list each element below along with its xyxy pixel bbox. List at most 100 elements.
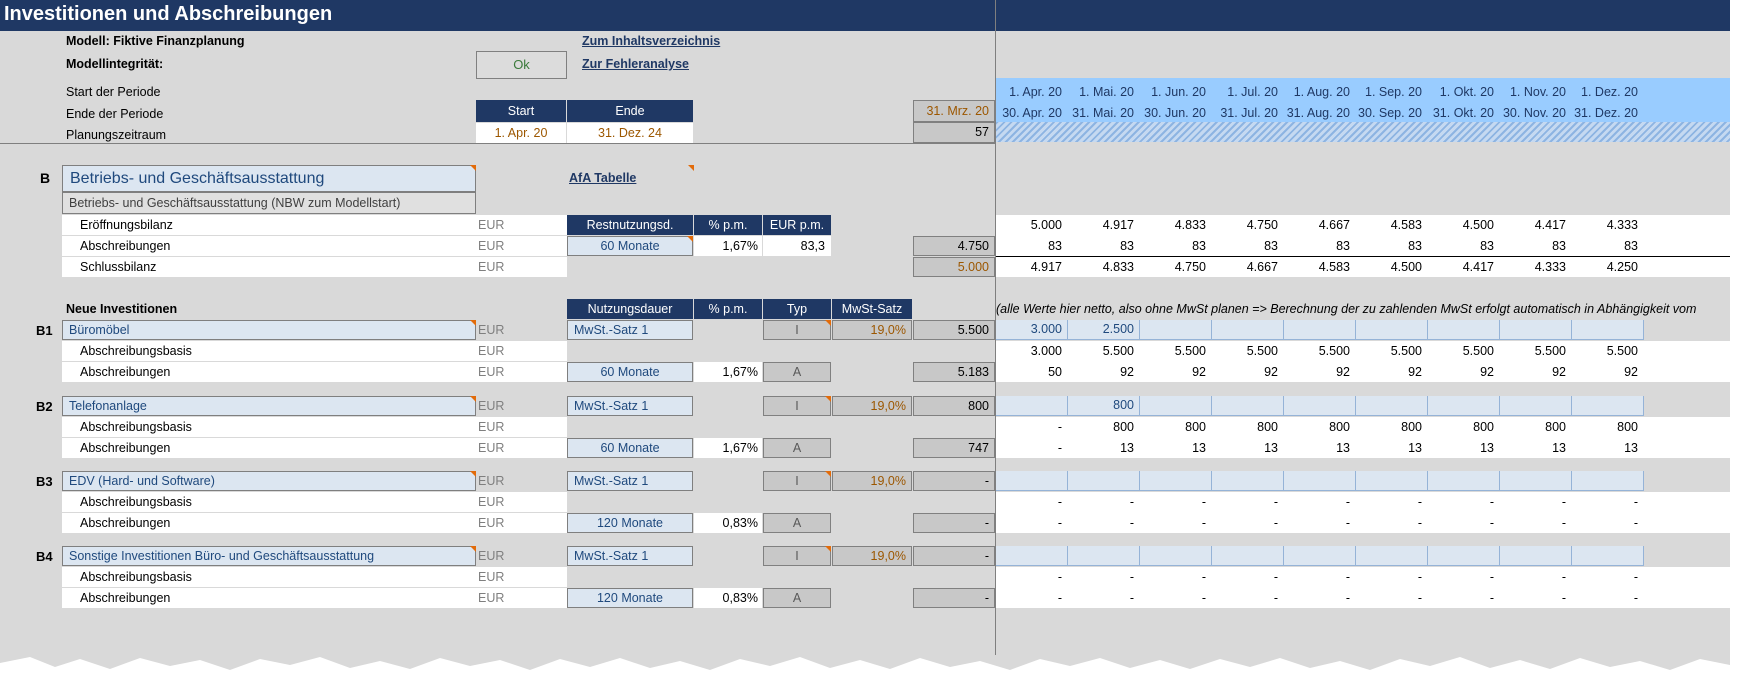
period-end-date: 30. Nov. 20: [1502, 106, 1566, 120]
input-cell[interactable]: [1068, 546, 1140, 566]
basis-value: 5.500: [1390, 344, 1422, 358]
input-cell[interactable]: [1572, 320, 1644, 340]
period-start-date: 1. Dez. 20: [1581, 85, 1638, 99]
afa-table-link[interactable]: AfA Tabelle: [569, 171, 637, 185]
input-cell[interactable]: [1428, 396, 1500, 416]
duration-value[interactable]: 60 Monate: [567, 438, 693, 458]
item-name[interactable]: EDV (Hard- und Software): [62, 471, 476, 491]
item-name[interactable]: Büromöbel: [62, 320, 476, 340]
type-a-cell[interactable]: A: [763, 588, 831, 608]
value-cell: 5.000: [1030, 218, 1062, 232]
values-bg: [996, 417, 1730, 458]
section-b-title[interactable]: Betriebs- und Geschäftsausstattung: [62, 165, 476, 192]
input-cell[interactable]: [1500, 320, 1572, 340]
basis-value: -: [1273, 570, 1278, 584]
duration-value[interactable]: 60 Monate: [567, 362, 693, 382]
currency: EUR: [478, 260, 505, 274]
basis-value: -: [1561, 570, 1566, 584]
input-cell[interactable]: [996, 471, 1068, 491]
start-value-cell[interactable]: 1. Apr. 20: [476, 123, 566, 143]
input-cell[interactable]: [1500, 546, 1572, 566]
input-cell[interactable]: [1572, 471, 1644, 491]
depr-value: -: [1417, 516, 1422, 530]
vat-rate-select[interactable]: MwSt.-Satz 1: [567, 546, 693, 566]
vat-rate-select[interactable]: MwSt.-Satz 1: [567, 320, 693, 340]
basis-value: -: [1489, 570, 1494, 584]
input-cell[interactable]: [1212, 546, 1284, 566]
input-cell[interactable]: [1140, 546, 1212, 566]
vat-rate-select[interactable]: MwSt.-Satz 1: [567, 471, 693, 491]
value-cell: 4.750: [1174, 260, 1206, 274]
currency: EUR: [478, 399, 505, 413]
input-cell[interactable]: [1572, 396, 1644, 416]
type-a-cell[interactable]: A: [763, 513, 831, 533]
pct-header: % p.m.: [694, 299, 762, 319]
input-cell[interactable]: [1140, 320, 1212, 340]
input-cell[interactable]: 2.500: [1068, 320, 1140, 340]
input-cell[interactable]: [1428, 546, 1500, 566]
type-a-cell[interactable]: A: [763, 362, 831, 382]
toc-link[interactable]: Zum Inhaltsverzeichnis: [582, 34, 721, 48]
integrity-label: Modellintegrität:: [66, 57, 164, 71]
depr-label: Abschreibungen: [80, 239, 171, 253]
basis-value: 5.500: [1102, 344, 1134, 358]
value-cell: 83: [1336, 239, 1350, 253]
input-cell[interactable]: [996, 396, 1068, 416]
item-name[interactable]: Sonstige Investitionen Büro- und Geschäf…: [62, 546, 476, 566]
item-name[interactable]: Telefonanlage: [62, 396, 476, 416]
input-cell[interactable]: [1212, 471, 1284, 491]
type-cell[interactable]: I: [763, 396, 831, 416]
depr-value: 13: [1120, 441, 1134, 455]
type-cell[interactable]: I: [763, 546, 831, 566]
integrity-status-button[interactable]: Ok: [476, 51, 567, 79]
duration-value[interactable]: 120 Monate: [567, 513, 693, 533]
depr-value: -: [1129, 516, 1134, 530]
input-cell[interactable]: [1140, 471, 1212, 491]
input-cell[interactable]: 3.000: [996, 320, 1068, 340]
comment-marker: [825, 396, 831, 402]
section-b-letter: B: [40, 170, 51, 186]
input-cell[interactable]: [1356, 471, 1428, 491]
comment-marker: [470, 165, 476, 171]
end-value-cell[interactable]: 31. Dez. 24: [567, 123, 693, 143]
input-cell[interactable]: [1500, 471, 1572, 491]
input-cell[interactable]: [996, 546, 1068, 566]
input-cell[interactable]: [1140, 396, 1212, 416]
input-cell[interactable]: [1212, 320, 1284, 340]
depr-value: -: [1633, 591, 1638, 605]
depr-label: Abschreibungen: [80, 365, 171, 379]
basis-value: 800: [1329, 420, 1350, 434]
input-cell[interactable]: [1212, 396, 1284, 416]
basis-value: -: [1273, 495, 1278, 509]
basis-value: 5.500: [1246, 344, 1278, 358]
rest-value[interactable]: 60 Monate: [567, 236, 693, 256]
input-cell[interactable]: [1500, 396, 1572, 416]
type-cell[interactable]: I: [763, 471, 831, 491]
vat-rate-select[interactable]: MwSt.-Satz 1: [567, 396, 693, 416]
input-cell[interactable]: [1356, 546, 1428, 566]
input-cell[interactable]: [1428, 471, 1500, 491]
duration-value[interactable]: 120 Monate: [567, 588, 693, 608]
input-cell[interactable]: [1068, 471, 1140, 491]
type-header: Typ: [763, 299, 831, 319]
depr-value: -: [1273, 591, 1278, 605]
input-cell[interactable]: [1356, 320, 1428, 340]
right-edge: [1730, 0, 1746, 694]
currency: EUR: [478, 474, 505, 488]
type-a-cell[interactable]: A: [763, 438, 831, 458]
basis-value: -: [1057, 420, 1062, 434]
input-cell[interactable]: [1284, 471, 1356, 491]
value-cell: 83: [1120, 239, 1134, 253]
type-cell[interactable]: I: [763, 320, 831, 340]
input-cell[interactable]: 800: [1068, 396, 1140, 416]
vat-value: 19,0%: [832, 546, 912, 566]
input-cell[interactable]: [1284, 396, 1356, 416]
input-cell[interactable]: [1428, 320, 1500, 340]
error-analysis-link[interactable]: Zur Fehleranalyse: [582, 57, 689, 71]
vat-value: 19,0%: [832, 396, 912, 416]
input-cell[interactable]: [1284, 320, 1356, 340]
input-cell[interactable]: [1284, 546, 1356, 566]
input-cell[interactable]: [1356, 396, 1428, 416]
input-cell[interactable]: [1572, 546, 1644, 566]
basis-value: 5.500: [1534, 344, 1566, 358]
